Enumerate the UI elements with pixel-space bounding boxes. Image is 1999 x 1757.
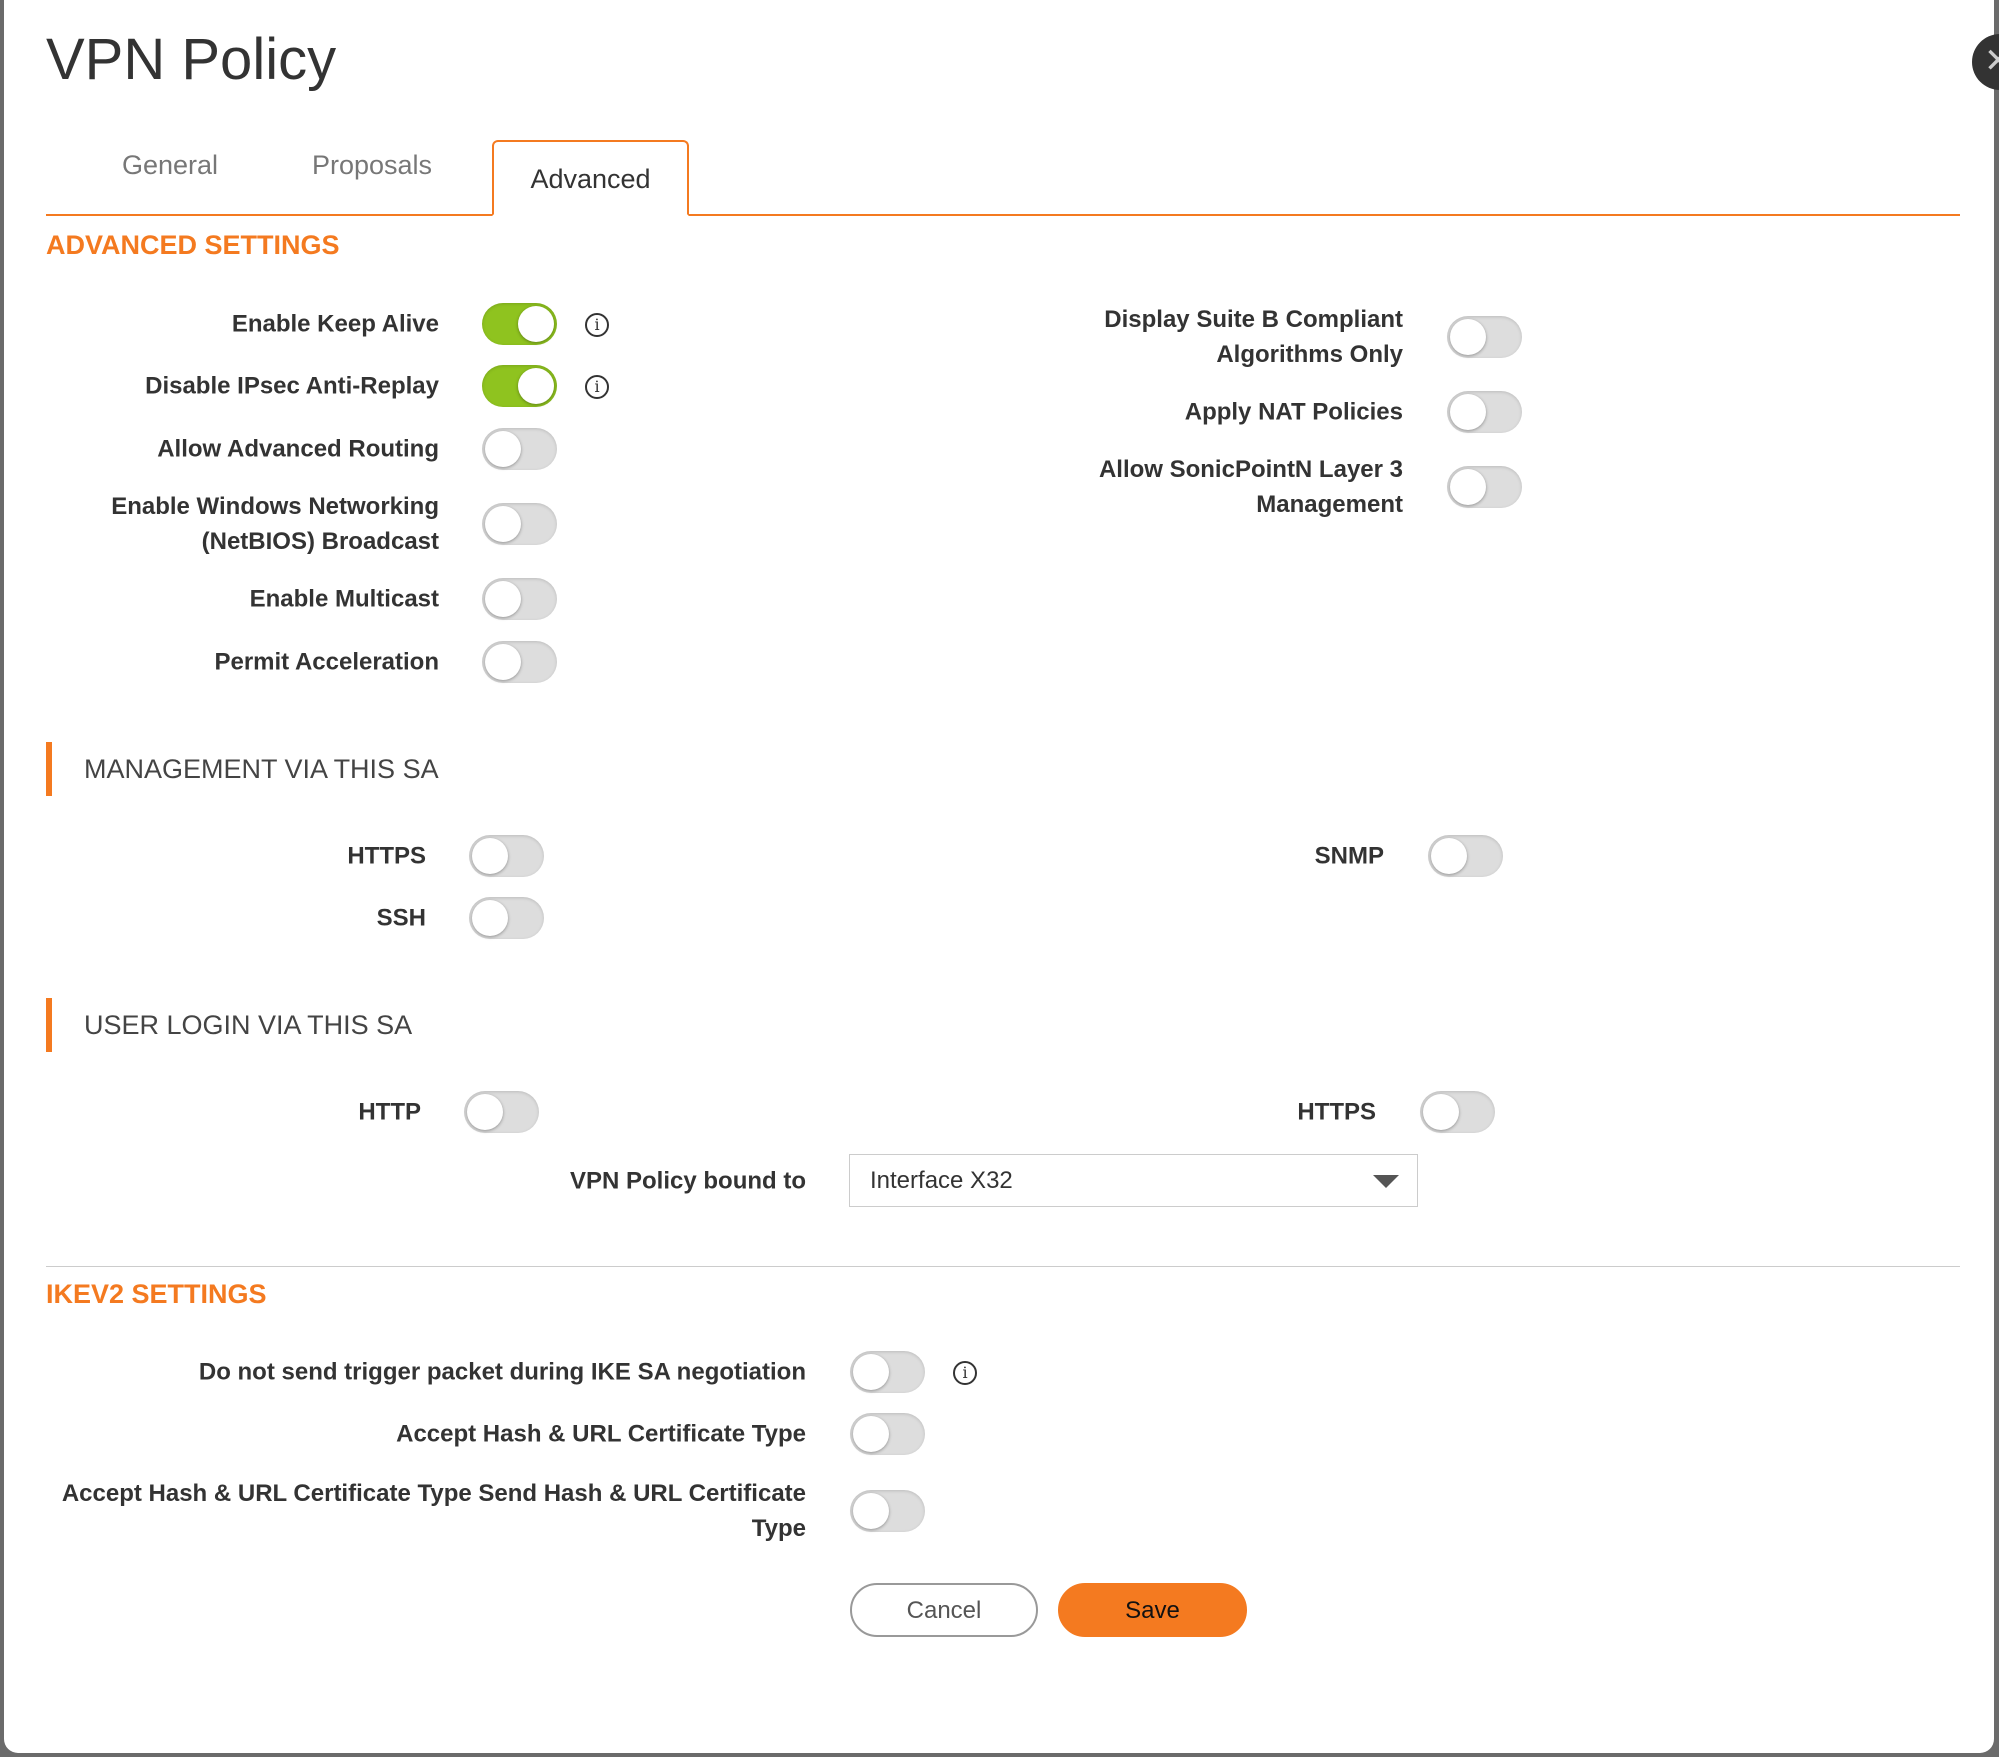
tab-underline (46, 214, 1960, 216)
keep-alive-label: Enable Keep Alive (231, 310, 439, 338)
close-icon[interactable]: ✕ (1972, 34, 1999, 90)
keep-alive-toggle[interactable] (482, 303, 557, 345)
info-icon[interactable]: i (585, 313, 609, 337)
permit-acceleration-toggle[interactable] (482, 641, 557, 683)
section-accent-bar (46, 742, 52, 796)
section-accent-bar (46, 998, 52, 1052)
nat-policies-label: Apply NAT Policies (1184, 398, 1403, 426)
advanced-routing-label: Allow Advanced Routing (157, 435, 439, 463)
advanced-settings-heading: ADVANCED SETTINGS (46, 230, 340, 260)
bound-to-select[interactable]: Interface X32 (849, 1154, 1418, 1207)
mgmt-snmp-toggle[interactable] (1428, 835, 1503, 877)
multicast-label: Enable Multicast (249, 585, 439, 613)
sonicpoint-toggle[interactable] (1447, 466, 1522, 508)
chevron-down-icon (1373, 1175, 1399, 1188)
anti-replay-toggle[interactable] (482, 365, 557, 407)
tab-general[interactable]: General (121, 150, 219, 180)
mgmt-snmp-label: SNMP (1314, 842, 1384, 870)
tab-advanced[interactable]: Advanced (492, 140, 689, 216)
management-heading: MANAGEMENT VIA THIS SA (84, 754, 439, 784)
bound-to-label: VPN Policy bound to (569, 1167, 806, 1195)
login-http-label: HTTP (358, 1098, 421, 1126)
accept-hash-url-toggle[interactable] (850, 1413, 925, 1455)
send-hash-url-toggle[interactable] (850, 1490, 925, 1532)
info-icon[interactable]: i (953, 1361, 977, 1385)
login-http-toggle[interactable] (464, 1091, 539, 1133)
suite-b-toggle[interactable] (1447, 316, 1522, 358)
login-https-label: HTTPS (1297, 1098, 1376, 1126)
suite-b-label: Display Suite B Compliant Algorithms Onl… (1104, 306, 1403, 368)
cancel-button[interactable]: Cancel (850, 1583, 1038, 1637)
permit-acceleration-label: Permit Acceleration (214, 648, 439, 676)
netbios-label: Enable Windows Networking (NetBIOS) Broa… (111, 493, 439, 555)
tab-proposals[interactable]: Proposals (311, 150, 433, 180)
login-https-toggle[interactable] (1420, 1091, 1495, 1133)
user-login-heading: USER LOGIN VIA THIS SA (84, 1010, 413, 1040)
trigger-packet-toggle[interactable] (850, 1351, 925, 1393)
mgmt-https-toggle[interactable] (469, 835, 544, 877)
divider (46, 1266, 1960, 1267)
mgmt-ssh-toggle[interactable] (469, 897, 544, 939)
accept-hash-url-label: Accept Hash & URL Certificate Type (396, 1420, 806, 1448)
trigger-packet-label: Do not send trigger packet during IKE SA… (198, 1358, 806, 1386)
mgmt-https-label: HTTPS (347, 842, 426, 870)
send-hash-url-label: Accept Hash & URL Certificate Type Send … (61, 1480, 806, 1542)
anti-replay-label: Disable IPsec Anti-Replay (145, 372, 439, 400)
nat-policies-toggle[interactable] (1447, 391, 1522, 433)
multicast-toggle[interactable] (482, 578, 557, 620)
info-icon[interactable]: i (585, 375, 609, 399)
mgmt-ssh-label: SSH (376, 904, 426, 932)
page-title: VPN Policy (46, 27, 337, 92)
ikev2-settings-heading: IKEV2 SETTINGS (46, 1279, 267, 1309)
vpn-policy-dialog: VPN Policy ✕ General Proposals Advanced … (4, 0, 1999, 1753)
bound-to-value: Interface X32 (870, 1167, 1013, 1194)
advanced-routing-toggle[interactable] (482, 428, 557, 470)
save-button[interactable]: Save (1058, 1583, 1247, 1637)
sonicpoint-label: Allow SonicPointN Layer 3 Management (1098, 456, 1403, 518)
netbios-toggle[interactable] (482, 503, 557, 545)
